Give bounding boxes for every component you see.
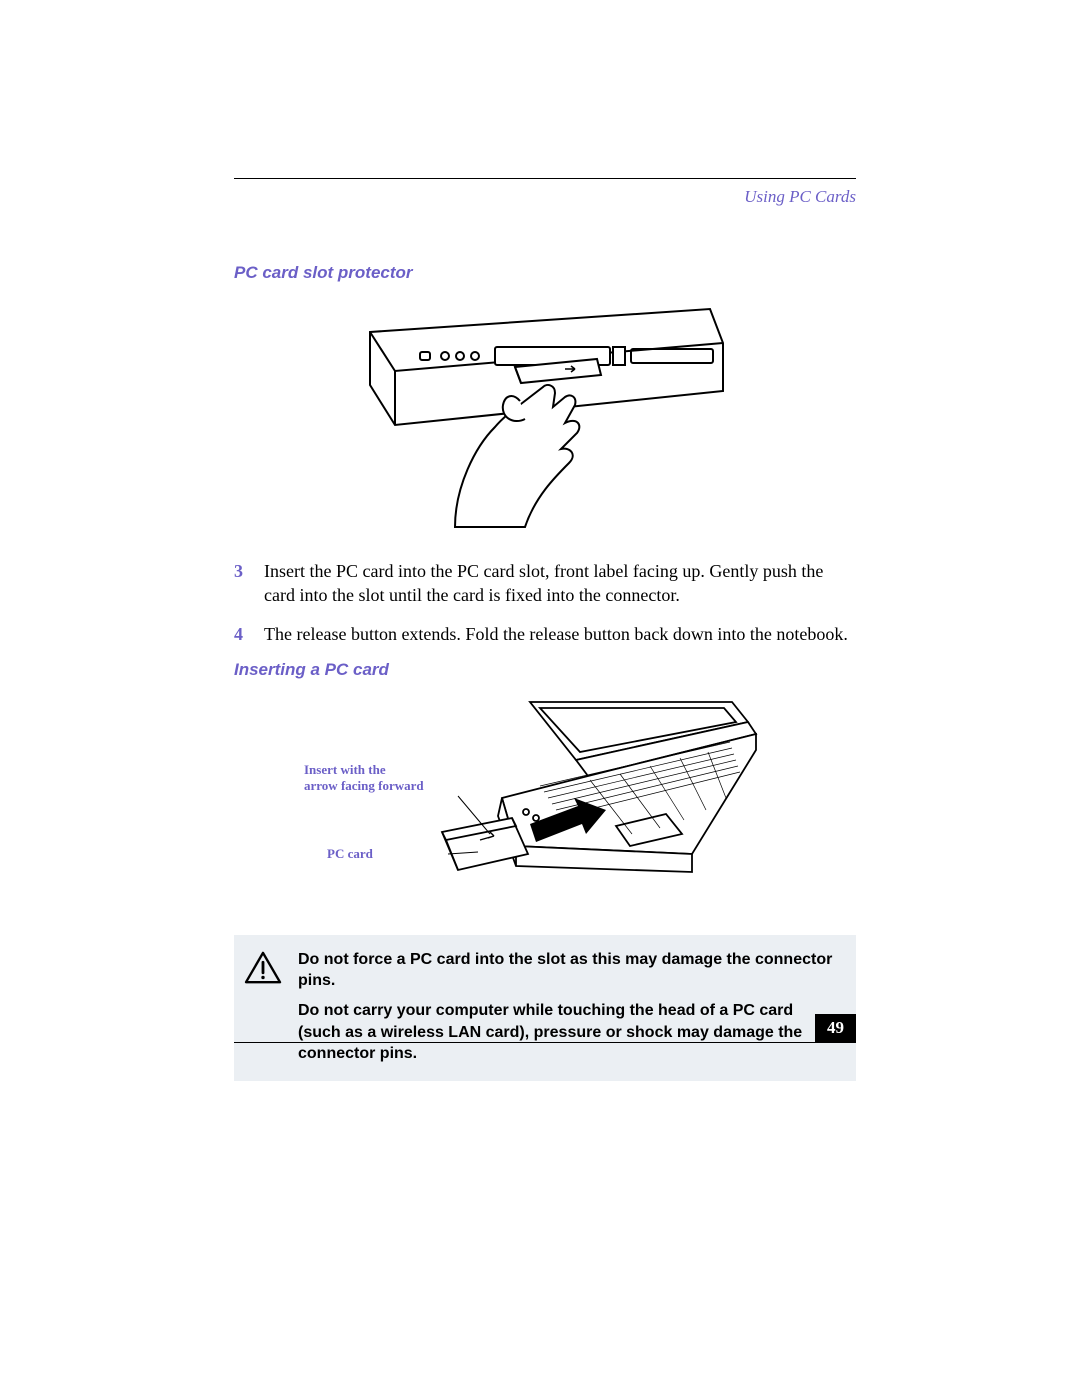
bottom-rule	[234, 1042, 856, 1043]
section-title: Using PC Cards	[234, 187, 856, 207]
figure2: Insert with the arrow facing forward PC …	[234, 694, 856, 909]
step-4: 4 The release button extends. Fold the r…	[234, 622, 856, 646]
annotation-line2: arrow facing forward	[304, 778, 424, 793]
figure2-illustration	[330, 694, 760, 904]
figure2-annotation-pccard: PC card	[327, 846, 373, 862]
page-footer: 49	[234, 1014, 856, 1043]
step-number: 3	[234, 559, 264, 608]
page-content: Using PC Cards PC card slot protector	[234, 178, 856, 1081]
figure2-annotation-insert: Insert with the arrow facing forward	[304, 762, 424, 795]
top-rule	[234, 178, 856, 179]
warning-box: Do not force a PC card into the slot as …	[234, 935, 856, 1081]
page-number: 49	[815, 1014, 856, 1042]
warning-text: Do not force a PC card into the slot as …	[298, 949, 840, 1065]
step-text: The release button extends. Fold the rel…	[264, 622, 856, 646]
warning-line-1: Do not force a PC card into the slot as …	[298, 949, 840, 992]
warning-icon	[244, 951, 282, 985]
step-number: 4	[234, 622, 264, 646]
step-3: 3 Insert the PC card into the PC card sl…	[234, 559, 856, 608]
annotation-line1: Insert with the	[304, 762, 386, 777]
figure1	[234, 297, 856, 537]
figure1-illustration	[365, 297, 725, 532]
figure1-caption: PC card slot protector	[234, 263, 856, 283]
step-text: Insert the PC card into the PC card slot…	[264, 559, 856, 608]
figure2-caption: Inserting a PC card	[234, 660, 856, 680]
